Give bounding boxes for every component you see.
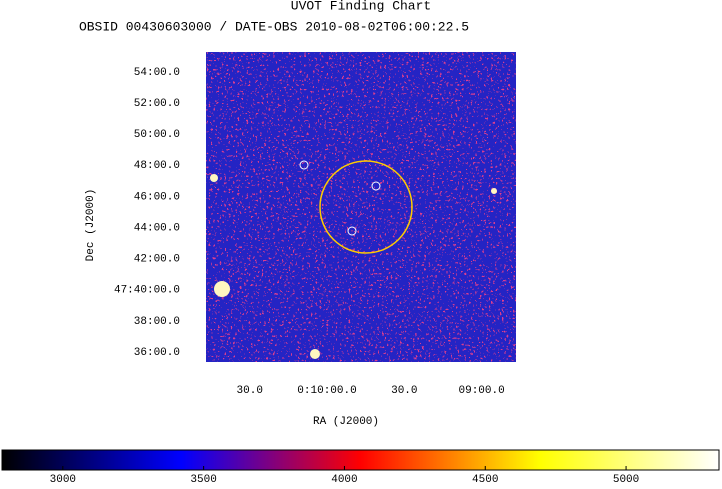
bright-star [310,349,320,359]
source-marker [299,160,309,170]
colorbar-tick-label: 4000 [331,474,357,486]
colorbar-tick-label: 3000 [50,474,76,486]
x-tick-label: 30.0 [237,385,263,397]
y-tick-label: 48:00.0 [134,160,180,172]
y-tick-label: 50:00.0 [134,129,180,141]
chart-subtitle: OBSID 00430603000 / DATE-OBS 2010-08-02T… [79,19,469,34]
y-tick-label: 44:00.0 [134,222,180,234]
y-tick-label: 42:00.0 [134,254,180,266]
colorbar-tick-label: 5000 [613,474,639,486]
source-marker [347,226,357,236]
y-tick-label: 36:00.0 [134,347,180,359]
bright-star [210,174,218,182]
image-stars [206,52,516,362]
y-tick-label: 46:00.0 [134,191,180,203]
error-circle [319,160,413,254]
colorbar-tick-label: 3500 [190,474,216,486]
y-tick-label: 47:40:00.0 [114,285,180,297]
y-axis-label: Dec (J2000) [85,189,97,262]
x-tick-label: 0:10:00.0 [297,385,356,397]
y-tick-label: 52:00.0 [134,98,180,110]
x-tick-label: 30.0 [391,385,417,397]
y-tick-label: 38:00.0 [134,316,180,328]
y-tick-label: 54:00.0 [134,67,180,79]
colorbar-tick-label: 4500 [472,474,498,486]
bright-star [491,188,497,194]
sky-image [206,52,516,362]
source-marker [371,181,381,191]
colorbar [1,449,720,471]
chart-title: UVOT Finding Chart [291,0,431,13]
bright-star [214,281,230,297]
x-tick-label: 09:00.0 [459,385,505,397]
x-axis-label: RA (J2000) [313,416,379,428]
